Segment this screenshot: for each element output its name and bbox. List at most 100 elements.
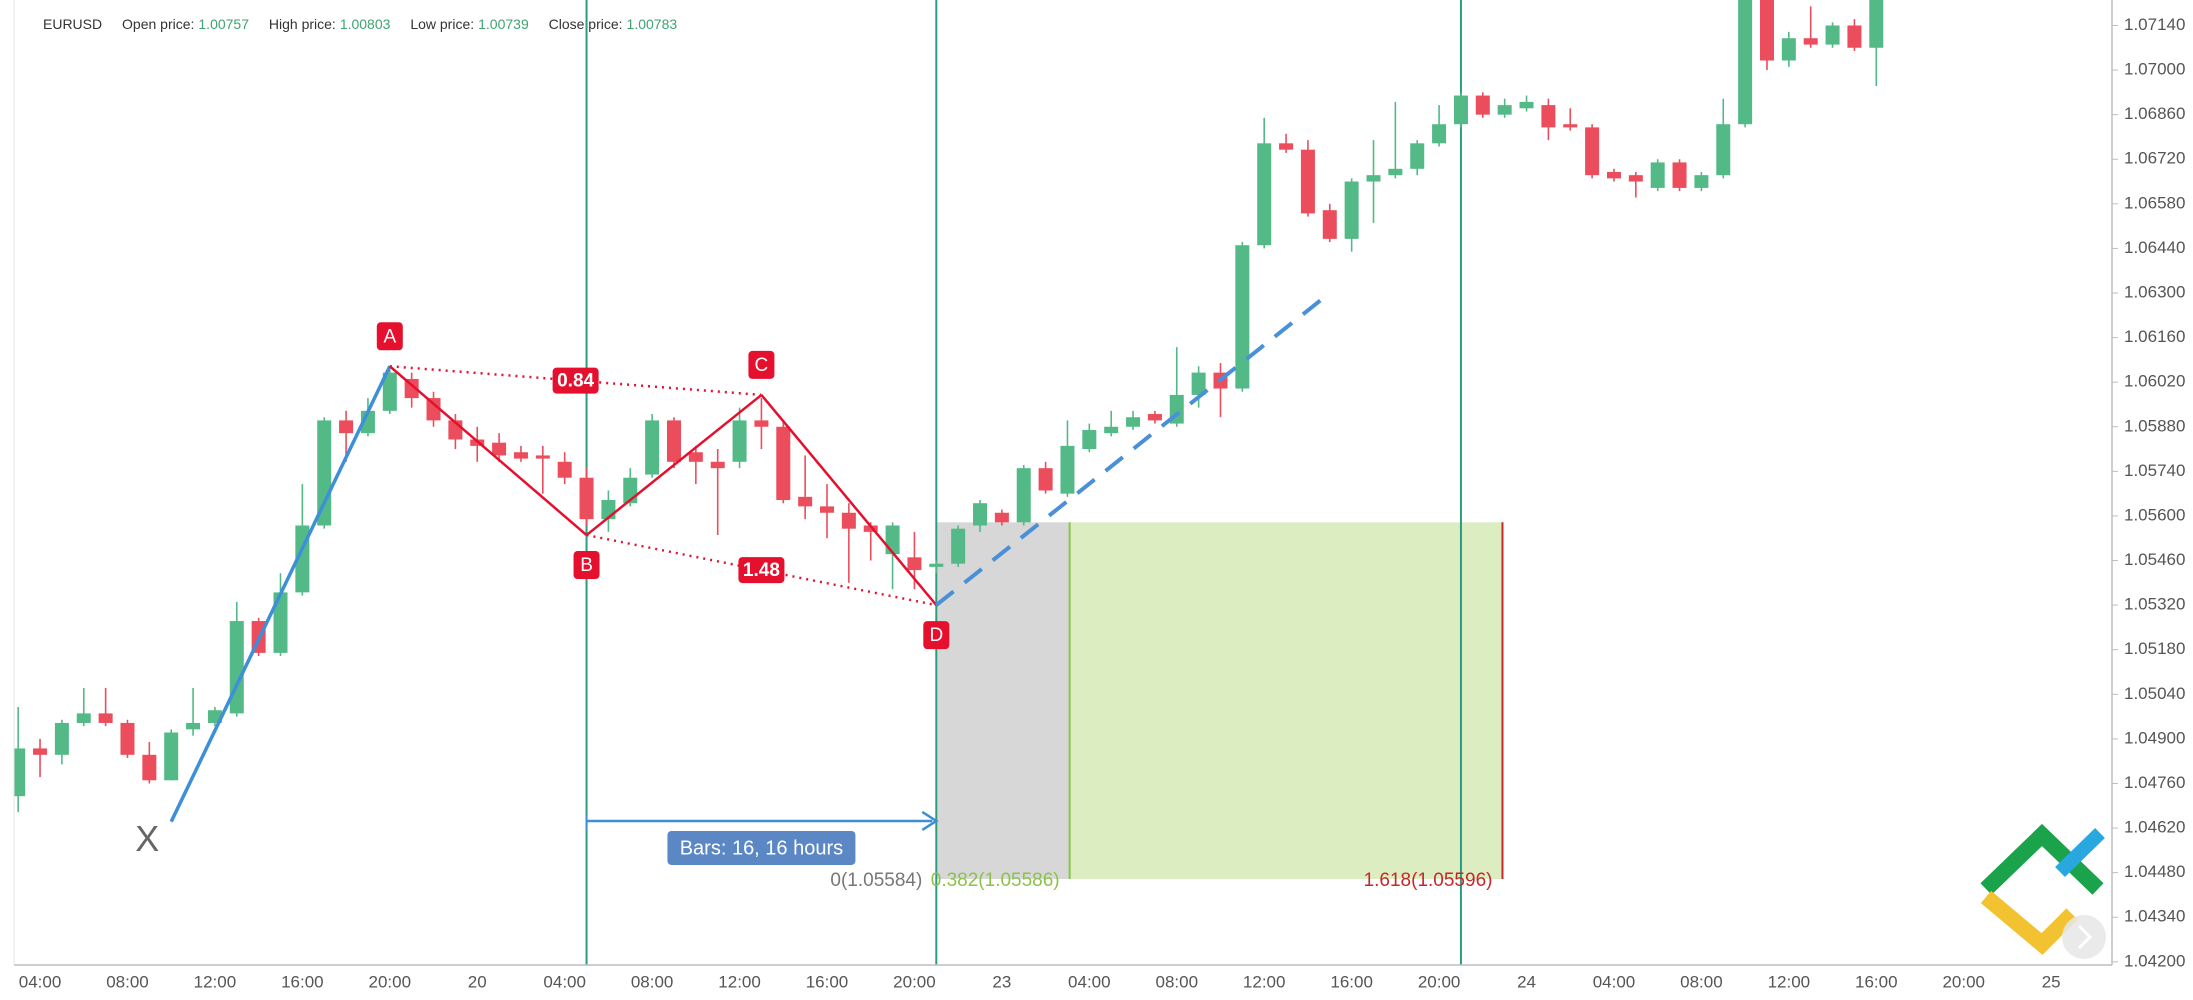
x-tick-label: 12:00 (1243, 972, 1286, 991)
x-tick-label: 25 (2042, 972, 2061, 991)
y-tick-label: 1.06860 (2124, 104, 2185, 123)
fib-label: 0.382(1.05586) (931, 870, 1060, 891)
y-tick-label: 1.04340 (2124, 907, 2185, 926)
candle-body (1388, 168, 1403, 176)
candle-body (1082, 429, 1097, 450)
candle-body (14, 748, 26, 797)
candle-body (688, 452, 703, 462)
x-tick-label: 08:00 (1680, 972, 1723, 991)
y-tick-label: 1.06020 (2124, 372, 2185, 391)
candle-body (513, 452, 528, 459)
candle-body (1344, 181, 1359, 239)
axes: 1.07140 1.07000 1.06860 1.06720 1.06580 1.064… (13, 0, 2185, 991)
y-tick-label: 1.06160 (2124, 327, 2185, 346)
candle-body (120, 722, 135, 755)
candle-body (1147, 414, 1162, 421)
y-tick-label: 1.05880 (2124, 416, 2185, 435)
candle-body (929, 563, 944, 567)
candle-body (1322, 210, 1337, 239)
x-tick-label: 12:00 (718, 972, 761, 991)
candle-body (557, 461, 572, 478)
x-tick-label: 04:00 (1593, 972, 1636, 991)
pattern-point-badge (748, 350, 775, 379)
pattern-point-label: X (135, 818, 159, 859)
candle-body (1519, 101, 1534, 109)
pattern-leg (760, 394, 938, 606)
y-tick-label: 1.05600 (2124, 505, 2185, 524)
logo-green (1980, 823, 2104, 895)
candle-body (732, 420, 747, 462)
x-tick-label: 20:00 (1942, 972, 1985, 991)
candle-body (1847, 25, 1862, 48)
candle-body (907, 557, 922, 571)
candle-body (164, 732, 179, 781)
logo (1980, 823, 2105, 955)
field-value: 1.00739 (478, 16, 529, 32)
pattern-point-label: D (929, 625, 943, 646)
candle-body (776, 426, 791, 501)
y-tick-label: 1.06440 (2124, 238, 2185, 257)
x-tick-label: 16:00 (1330, 972, 1373, 991)
candle-body (1191, 372, 1206, 395)
x-tick-label: 20:00 (369, 972, 412, 991)
candle-body (1738, 0, 1753, 125)
scroll-button-bg[interactable] (2062, 915, 2106, 959)
ratio-badge (552, 367, 599, 394)
candle-body (1235, 245, 1250, 389)
logo-yellow (1980, 890, 2078, 955)
candle-body (820, 506, 835, 513)
x-tick-label: 08:00 (106, 972, 149, 991)
candle-body (710, 461, 725, 469)
candle-body (1016, 468, 1031, 523)
candle-body (1038, 468, 1053, 491)
x-tick-label: 04:00 (543, 972, 586, 991)
y-tick-label: 1.04480 (2124, 862, 2185, 881)
x-tick-label: 24 (1517, 972, 1536, 991)
candle-body (1803, 38, 1818, 45)
y-tick-label: 1.05040 (2124, 684, 2185, 703)
scroll-button-icon[interactable] (2077, 924, 2093, 950)
candle-body (1781, 38, 1796, 61)
x-tick-label: 16:00 (1855, 972, 1898, 991)
candle-body (492, 442, 507, 456)
candle-body (1694, 175, 1709, 188)
x-tick-label: 12:00 (194, 972, 237, 991)
ratio-label: 0.84 (557, 371, 594, 392)
projection-line (935, 291, 1332, 607)
pattern-point-label: A (383, 326, 396, 347)
field-value: 1.00803 (339, 16, 391, 32)
candle-body (1759, 0, 1774, 61)
candle-body (579, 477, 594, 520)
measure-arrow (921, 810, 939, 832)
x-tick-label: 04:00 (19, 972, 62, 991)
candle-body (1453, 95, 1468, 125)
candle-body (273, 592, 288, 653)
candle-body (994, 512, 1009, 523)
candle-body (754, 420, 769, 427)
y-tick-label: 1.05320 (2124, 595, 2185, 614)
y-tick-label: 1.06300 (2124, 282, 2185, 301)
candle-body (426, 398, 441, 421)
scroll-button[interactable] (2062, 915, 2106, 959)
field-label: Low price: (410, 16, 475, 32)
candle-body (1432, 124, 1447, 144)
candle-body (1060, 445, 1075, 494)
pattern-point-badge (376, 322, 403, 351)
field-label: Close price: (548, 16, 623, 32)
pattern-leg (388, 365, 588, 536)
measure-label: Bars: 16, 16 hours (680, 837, 843, 859)
candle-body (1366, 175, 1381, 182)
candle-body (645, 420, 660, 475)
candle-body (1628, 175, 1643, 182)
plot-area (14, 0, 1884, 813)
ratio-badge (738, 557, 785, 584)
candle-body (1869, 0, 1884, 48)
x-tick-label: 20:00 (1418, 972, 1461, 991)
x-tick-label: 12:00 (1768, 972, 1811, 991)
plot-background (585, 0, 1504, 965)
pattern-point-badge (573, 551, 600, 580)
pattern-point-badge (923, 621, 950, 650)
candle-body (535, 455, 550, 459)
candle-body (1410, 143, 1425, 169)
x-tick-label: 20 (468, 972, 487, 991)
